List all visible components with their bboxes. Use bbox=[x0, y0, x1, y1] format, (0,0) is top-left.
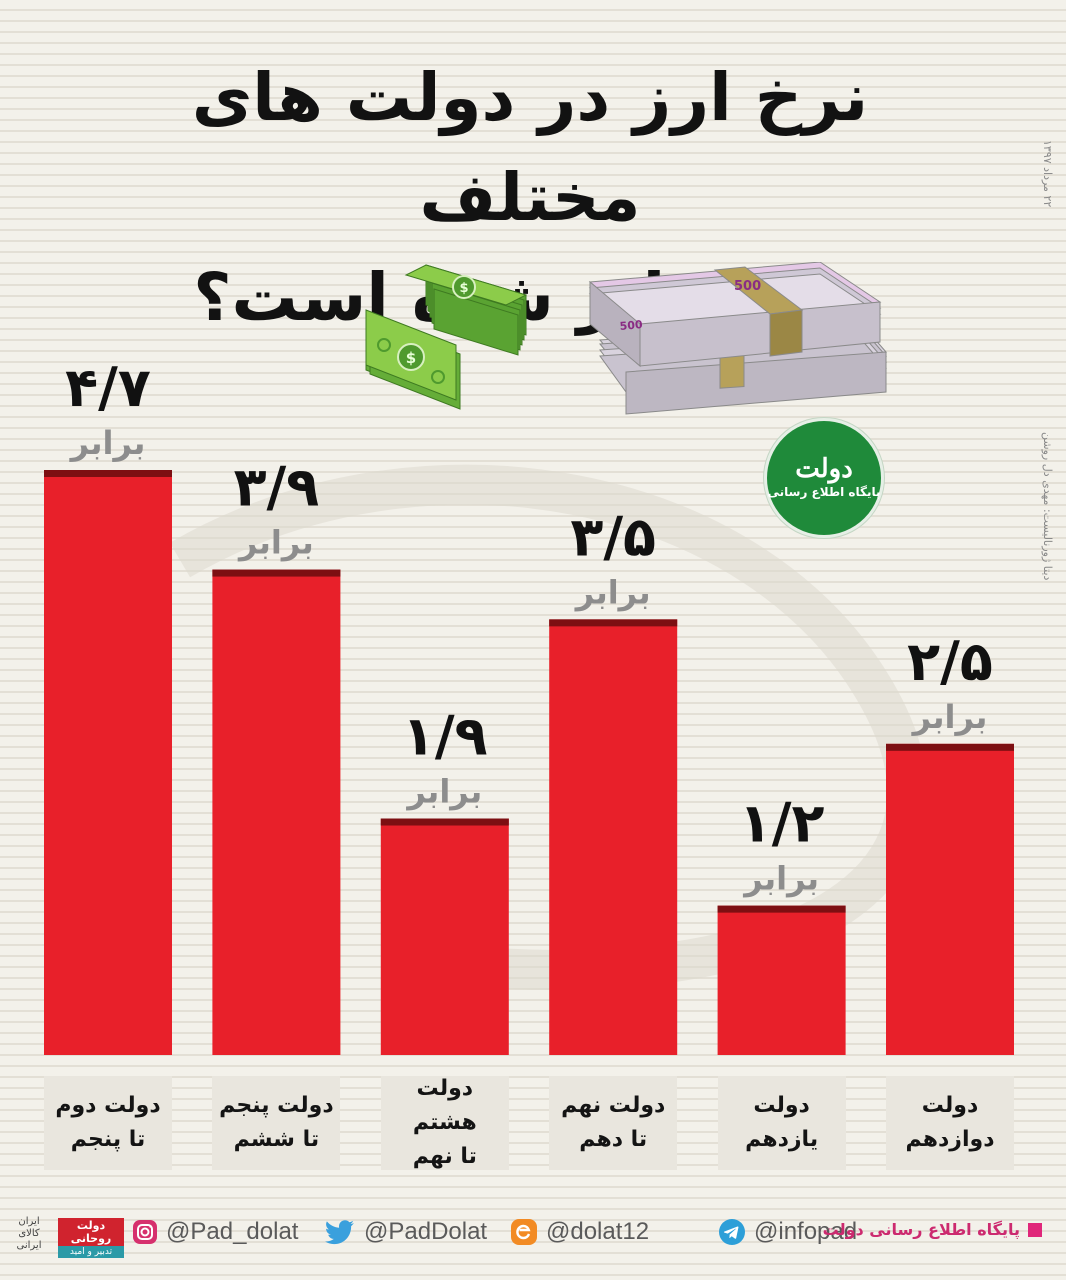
side-credit: دیتا ژورنالیست: مهدی دل روشن ۲۲ مرداد ۱۳… bbox=[1034, 140, 1054, 580]
credit-date: ۲۲ مرداد ۱۳۹۷ bbox=[1041, 140, 1054, 208]
category-label-line: تا نهم bbox=[412, 1144, 477, 1169]
category-label-line: یازدهم bbox=[745, 1127, 819, 1152]
category-label: دولت هشتم تا نهم bbox=[380, 1076, 509, 1170]
bar-unit-label: برابر bbox=[405, 773, 482, 811]
background-swash bbox=[169, 464, 928, 990]
bar-value-label: ۳/۵ bbox=[570, 505, 656, 568]
twitter-link[interactable]: @PadDolat bbox=[324, 1218, 487, 1246]
category-label-line: دولت هشتم bbox=[412, 1076, 477, 1135]
bar-value-label: ۳/۹ bbox=[234, 456, 320, 519]
svg-text:$: $ bbox=[459, 281, 468, 296]
instagram-icon bbox=[133, 1220, 157, 1244]
bar bbox=[549, 619, 678, 1055]
bar bbox=[380, 818, 509, 1055]
bar-top-shadow bbox=[549, 619, 678, 627]
euro-stack-icon: 500 500 bbox=[588, 262, 888, 415]
category-label-line: تا دهم bbox=[579, 1127, 648, 1152]
category-label-line: دوازدهم bbox=[905, 1127, 995, 1152]
title-line-1: نرخ ارز در دولت های مختلف bbox=[191, 59, 869, 236]
category-label: دولت پنجم تا ششم bbox=[212, 1076, 341, 1170]
iran-product-mark: ایران کالای ایرانی bbox=[16, 1216, 42, 1251]
dollar-stack-icon: $ $ bbox=[365, 264, 528, 410]
pink-square-icon bbox=[1028, 1222, 1042, 1237]
category-label-line: دولت دوم bbox=[55, 1093, 161, 1118]
bar-chart: ۴/۷ برابر ۳/۹ برابر ۱/۹ برابر ۳/۵ برابر ۱/۲ برابر… bbox=[44, 356, 1014, 1055]
category-label: دولت دوم تا پنجم bbox=[44, 1076, 172, 1170]
bar-top-shadow bbox=[44, 470, 172, 477]
bar-unit-label: برابر bbox=[237, 524, 314, 562]
category-label-line: دولت پنجم bbox=[219, 1093, 334, 1118]
badge-subtitle: پایگاه اطلاع رسانی bbox=[767, 485, 881, 499]
bar-unit-label: برابر bbox=[911, 698, 988, 736]
telegram-icon bbox=[719, 1219, 745, 1245]
instagram-handle: @Pad_dolat bbox=[166, 1218, 299, 1245]
bar-top-shadow bbox=[380, 818, 509, 826]
svg-text:$: $ bbox=[406, 349, 416, 367]
category-label-line: دولت bbox=[921, 1093, 979, 1118]
bar-value-label: ۴/۷ bbox=[65, 356, 151, 419]
twitter-handle: @PadDolat bbox=[364, 1218, 488, 1245]
twitter-icon bbox=[324, 1220, 354, 1245]
footer: ایران کالای ایرانی دولت روحانی تدبیر و ا… bbox=[0, 1206, 1066, 1266]
category-label-line: دولت bbox=[753, 1093, 810, 1118]
bar bbox=[717, 905, 846, 1055]
bar bbox=[886, 743, 1014, 1055]
telegram-link[interactable]: @infopad bbox=[718, 1218, 857, 1246]
dolat-logo-badge: دولت پایگاه اطلاع رسانی bbox=[764, 418, 884, 538]
category-label-line: دولت نهم bbox=[561, 1093, 666, 1118]
bar-top-shadow bbox=[717, 905, 846, 913]
badge-name: دولت bbox=[795, 454, 853, 484]
bar-unit-label: برابر bbox=[69, 424, 146, 462]
site-label: پایگاه اطلاع رسانی دولت bbox=[823, 1220, 1042, 1239]
svg-text:500: 500 bbox=[619, 318, 643, 333]
bar-top-shadow bbox=[212, 569, 341, 577]
category-label-line: تا پنجم bbox=[70, 1127, 146, 1152]
eitaa-icon bbox=[511, 1219, 537, 1245]
bar-unit-label: برابر bbox=[742, 860, 819, 898]
credit-author: دیتا ژورنالیست: مهدی دل روشن bbox=[1041, 431, 1054, 580]
instagram-link[interactable]: @Pad_dolat bbox=[132, 1218, 298, 1246]
site-label-text: پایگاه اطلاع رسانی دولت bbox=[822, 1220, 1020, 1239]
bar-top-shadow bbox=[886, 743, 1014, 751]
bar-value-label: ۱/۹ bbox=[402, 705, 488, 768]
eitaa-handle: @dolat12 bbox=[546, 1218, 650, 1245]
category-label-line: تا ششم bbox=[233, 1127, 320, 1152]
rouhani-gov-tag: دولت روحانی تدبیر و امید bbox=[58, 1218, 124, 1258]
bar bbox=[44, 470, 172, 1055]
gov-tag-line1: دولت روحانی bbox=[58, 1218, 124, 1246]
bar-value-label: ۱/۲ bbox=[739, 792, 825, 855]
category-label: دولت یازدهم bbox=[717, 1076, 846, 1170]
telegram-handle: @infopad bbox=[754, 1218, 858, 1245]
category-label: دولت نهم تا دهم bbox=[549, 1076, 678, 1170]
bar bbox=[212, 569, 341, 1055]
bar-value-label: ۲/۵ bbox=[907, 630, 993, 693]
eitaa-link[interactable]: @dolat12 bbox=[510, 1218, 649, 1246]
bar-unit-label: برابر bbox=[574, 573, 651, 611]
gov-tag-line2: تدبیر و امید bbox=[58, 1246, 124, 1258]
category-label: دولت دوازدهم bbox=[886, 1076, 1014, 1170]
svg-text:500: 500 bbox=[734, 279, 761, 294]
